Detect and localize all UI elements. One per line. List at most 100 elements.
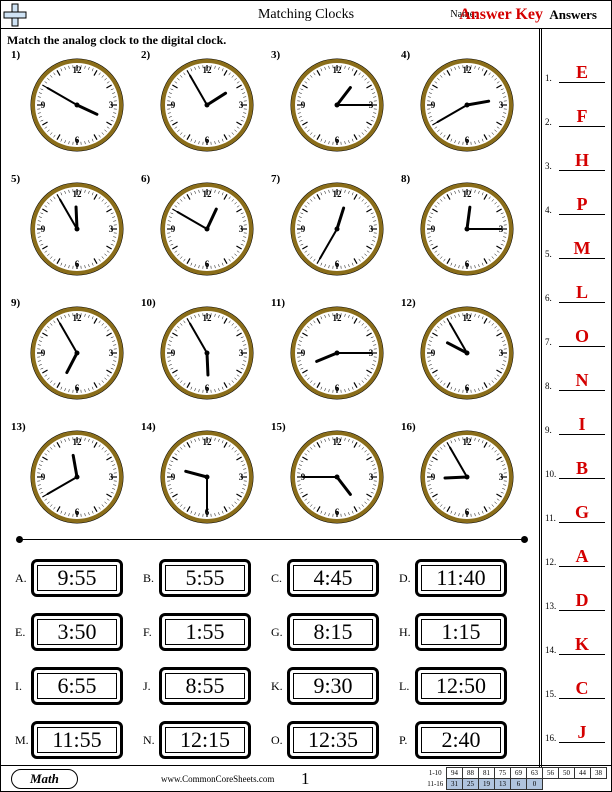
svg-text:6: 6 xyxy=(465,135,470,145)
svg-text:9: 9 xyxy=(431,224,436,234)
answer-number: 12. xyxy=(545,557,559,567)
digital-display-icon: 5:55 xyxy=(159,559,251,597)
svg-text:3: 3 xyxy=(239,100,244,110)
clock-number: 5) xyxy=(11,173,20,185)
clock-face-icon: 36912 xyxy=(159,305,255,406)
answer-value: E xyxy=(559,61,605,83)
clock-face-icon: 36912 xyxy=(289,429,385,530)
svg-text:12: 12 xyxy=(203,313,213,323)
svg-text:9: 9 xyxy=(171,472,176,482)
svg-text:9: 9 xyxy=(41,100,46,110)
svg-text:6: 6 xyxy=(465,259,470,269)
answers-column: 1.E2.F3.H4.P5.M6.L7.O8.N9.I10.B11.G12.A1… xyxy=(545,39,605,743)
svg-text:12: 12 xyxy=(463,189,473,199)
clock-number: 3) xyxy=(271,49,280,61)
answer-number: 13. xyxy=(545,601,559,611)
answer-number: 5. xyxy=(545,249,559,259)
clock-face-icon: 36912 xyxy=(289,181,385,282)
footer-bar: Math www.CommonCoreSheets.com 1 1-109488… xyxy=(1,765,611,791)
svg-text:6: 6 xyxy=(205,135,210,145)
svg-text:9: 9 xyxy=(41,224,46,234)
svg-text:3: 3 xyxy=(109,472,114,482)
digital-display-icon: 11:40 xyxy=(415,559,507,597)
answer-value: B xyxy=(559,457,605,479)
clock-number: 16) xyxy=(401,421,416,433)
clock-number: 11) xyxy=(271,297,285,309)
answer-number: 9. xyxy=(545,425,559,435)
svg-text:6: 6 xyxy=(75,135,80,145)
svg-text:9: 9 xyxy=(171,100,176,110)
analog-clocks-grid: 1)369122)369123)369124)369125)369126)369… xyxy=(7,49,537,545)
digital-time: 1:55 xyxy=(165,619,245,645)
answer-number: 16. xyxy=(545,733,559,743)
answer-value: P xyxy=(559,193,605,215)
clock-number: 10) xyxy=(141,297,156,309)
svg-text:3: 3 xyxy=(239,224,244,234)
digital-display-icon: 8:55 xyxy=(159,667,251,705)
analog-clock: 4)36912 xyxy=(397,49,527,167)
clock-face-icon: 36912 xyxy=(159,57,255,158)
clock-face-icon: 36912 xyxy=(419,429,515,530)
answer-number: 4. xyxy=(545,205,559,215)
svg-text:12: 12 xyxy=(333,65,343,75)
score-table: 1-109488817569635650443811-163125191360 xyxy=(425,767,608,790)
clock-number: 6) xyxy=(141,173,150,185)
svg-text:3: 3 xyxy=(109,348,114,358)
svg-text:6: 6 xyxy=(75,383,80,393)
answer-value: K xyxy=(559,633,605,655)
answer-row: 3.H xyxy=(545,127,605,171)
digital-clocks-grid: A.9:55B.5:55C.4:45D.11:40E.3:50F.1:55G.8… xyxy=(15,553,535,769)
digital-label: O. xyxy=(271,733,287,748)
digital-label: B. xyxy=(143,571,159,586)
digital-clock: C.4:45 xyxy=(271,553,399,603)
svg-text:6: 6 xyxy=(465,507,470,517)
digital-label: A. xyxy=(15,571,31,586)
answer-number: 10. xyxy=(545,469,559,479)
answer-number: 2. xyxy=(545,117,559,127)
digital-display-icon: 1:55 xyxy=(159,613,251,651)
digital-display-icon: 11:55 xyxy=(31,721,123,759)
digital-display-icon: 12:15 xyxy=(159,721,251,759)
digital-clock: M.11:55 xyxy=(15,715,143,765)
answer-row: 16.J xyxy=(545,699,605,743)
svg-text:9: 9 xyxy=(301,100,306,110)
digital-clock: D.11:40 xyxy=(399,553,527,603)
clock-face-icon: 36912 xyxy=(29,181,125,282)
answers-divider-r xyxy=(541,29,542,767)
analog-clock: 11)36912 xyxy=(267,297,397,415)
digital-time: 8:15 xyxy=(293,619,373,645)
answer-value: N xyxy=(559,369,605,391)
digital-time: 8:55 xyxy=(165,673,245,699)
worksheet-page: Matching Clocks Name: Answer Key Answers… xyxy=(0,0,612,792)
analog-clock: 16)36912 xyxy=(397,421,527,539)
answer-value: M xyxy=(559,237,605,259)
digital-time: 11:40 xyxy=(421,565,501,591)
digital-display-icon: 2:40 xyxy=(415,721,507,759)
answer-row: 4.P xyxy=(545,171,605,215)
answer-value: A xyxy=(559,545,605,567)
digital-clock: O.12:35 xyxy=(271,715,399,765)
answers-column-header: Answers xyxy=(549,7,597,23)
svg-text:12: 12 xyxy=(73,313,83,323)
answer-number: 15. xyxy=(545,689,559,699)
svg-text:9: 9 xyxy=(301,224,306,234)
svg-text:12: 12 xyxy=(73,189,83,199)
digital-label: P. xyxy=(399,733,415,748)
digital-time: 11:55 xyxy=(37,727,117,753)
answer-row: 7.O xyxy=(545,303,605,347)
subject-pill: Math xyxy=(11,769,78,789)
digital-label: J. xyxy=(143,679,159,694)
answer-number: 7. xyxy=(545,337,559,347)
digital-display-icon: 9:30 xyxy=(287,667,379,705)
answer-row: 12.A xyxy=(545,523,605,567)
clock-number: 12) xyxy=(401,297,416,309)
digital-time: 12:15 xyxy=(165,727,245,753)
analog-clock: 13)36912 xyxy=(7,421,137,539)
svg-text:3: 3 xyxy=(109,224,114,234)
digital-clock: G.8:15 xyxy=(271,607,399,657)
answer-number: 8. xyxy=(545,381,559,391)
digital-display-icon: 3:50 xyxy=(31,613,123,651)
analog-clock: 3)36912 xyxy=(267,49,397,167)
svg-text:6: 6 xyxy=(335,135,340,145)
answer-number: 3. xyxy=(545,161,559,171)
